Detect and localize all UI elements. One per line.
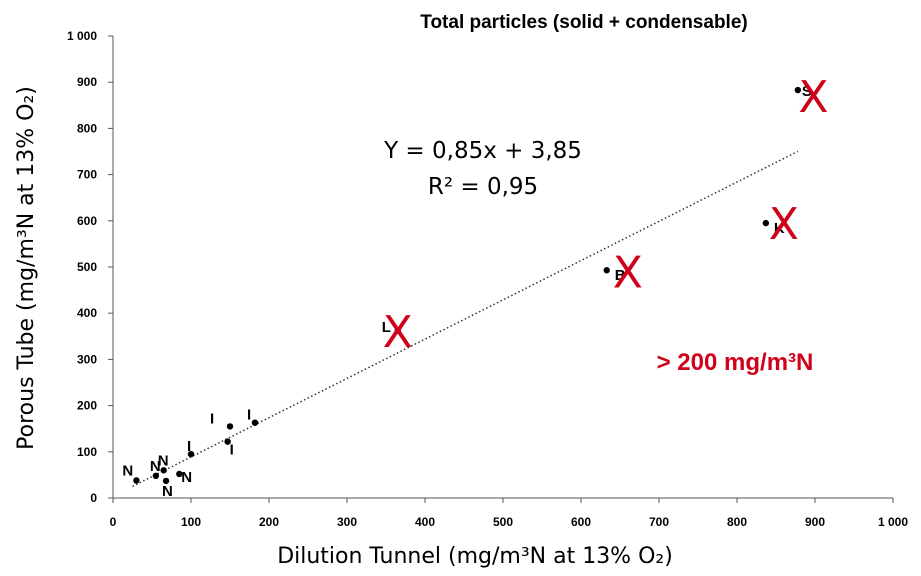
x-tick-label: 700: [649, 515, 669, 529]
x-tick-label: 0: [110, 515, 117, 529]
x-tick-label: 100: [181, 515, 201, 529]
data-point-label: N: [162, 483, 173, 500]
data-point: [224, 438, 231, 445]
x-axis-title: Dilution Tunnel (mg/m³N at 13% O₂): [277, 544, 673, 569]
data-point: [133, 477, 140, 484]
x-tick-label: 500: [493, 515, 513, 529]
data-point-label: L: [382, 319, 391, 336]
data-point: [226, 423, 234, 430]
y-tick-label: 1 000: [67, 29, 97, 43]
chart-title: Total particles (solid + condensable): [420, 12, 747, 33]
data-point: [762, 219, 770, 227]
data-point: [251, 419, 259, 426]
threshold-annotation: > 200 mg/m³N: [657, 349, 814, 376]
data-point: [394, 327, 401, 334]
trendline-equation: Y = 0,85x + 3,85: [383, 138, 582, 164]
data-point-label: I: [210, 410, 214, 427]
x-tick-label: 200: [259, 515, 279, 529]
x-tick-label: 800: [727, 515, 747, 529]
y-tick-label: 0: [90, 491, 97, 505]
data-point: [152, 472, 160, 480]
y-tick-label: 100: [77, 445, 97, 459]
data-point-label: N: [158, 452, 169, 469]
y-tick-label: 700: [77, 168, 97, 182]
y-tick-label: 500: [77, 260, 97, 274]
y-tick-label: 300: [77, 352, 97, 366]
x-tick-label: 900: [805, 515, 825, 529]
data-point-label: I: [230, 442, 234, 459]
data-point-label: K: [774, 220, 785, 237]
data-point-label: N: [122, 462, 133, 479]
data-point-label: I: [247, 407, 251, 424]
cross-mark: X: [769, 199, 799, 250]
data-point-label: N: [181, 469, 192, 486]
cross-mark: X: [798, 72, 828, 123]
data-point-label: I: [187, 438, 191, 455]
data-point-label: S: [802, 83, 812, 100]
y-tick-label: 800: [77, 121, 97, 135]
data-point: [176, 470, 183, 478]
r-squared: R² = 0,95: [428, 174, 538, 200]
data-point: [187, 450, 195, 458]
data-point: [160, 467, 167, 474]
data-point: [603, 267, 610, 274]
cross-mark: X: [613, 248, 643, 299]
y-tick-label: 200: [77, 399, 97, 413]
y-tick-label: 400: [77, 306, 97, 320]
data-point-label: N: [150, 458, 161, 475]
x-tick-label: 300: [337, 515, 357, 529]
x-tick-label: 400: [415, 515, 435, 529]
y-tick-label: 600: [77, 214, 97, 228]
trendline: [132, 150, 799, 488]
x-tick-label: 1 000: [878, 515, 908, 529]
x-tick-label: 600: [571, 515, 591, 529]
y-axis-title: Porous Tube (mg/m³N at 13% O₂): [14, 86, 39, 450]
data-point: [794, 86, 802, 94]
cross-mark: X: [383, 307, 413, 358]
data-point: [162, 477, 170, 485]
data-point-label: B: [615, 267, 626, 284]
y-tick-label: 900: [77, 75, 97, 89]
